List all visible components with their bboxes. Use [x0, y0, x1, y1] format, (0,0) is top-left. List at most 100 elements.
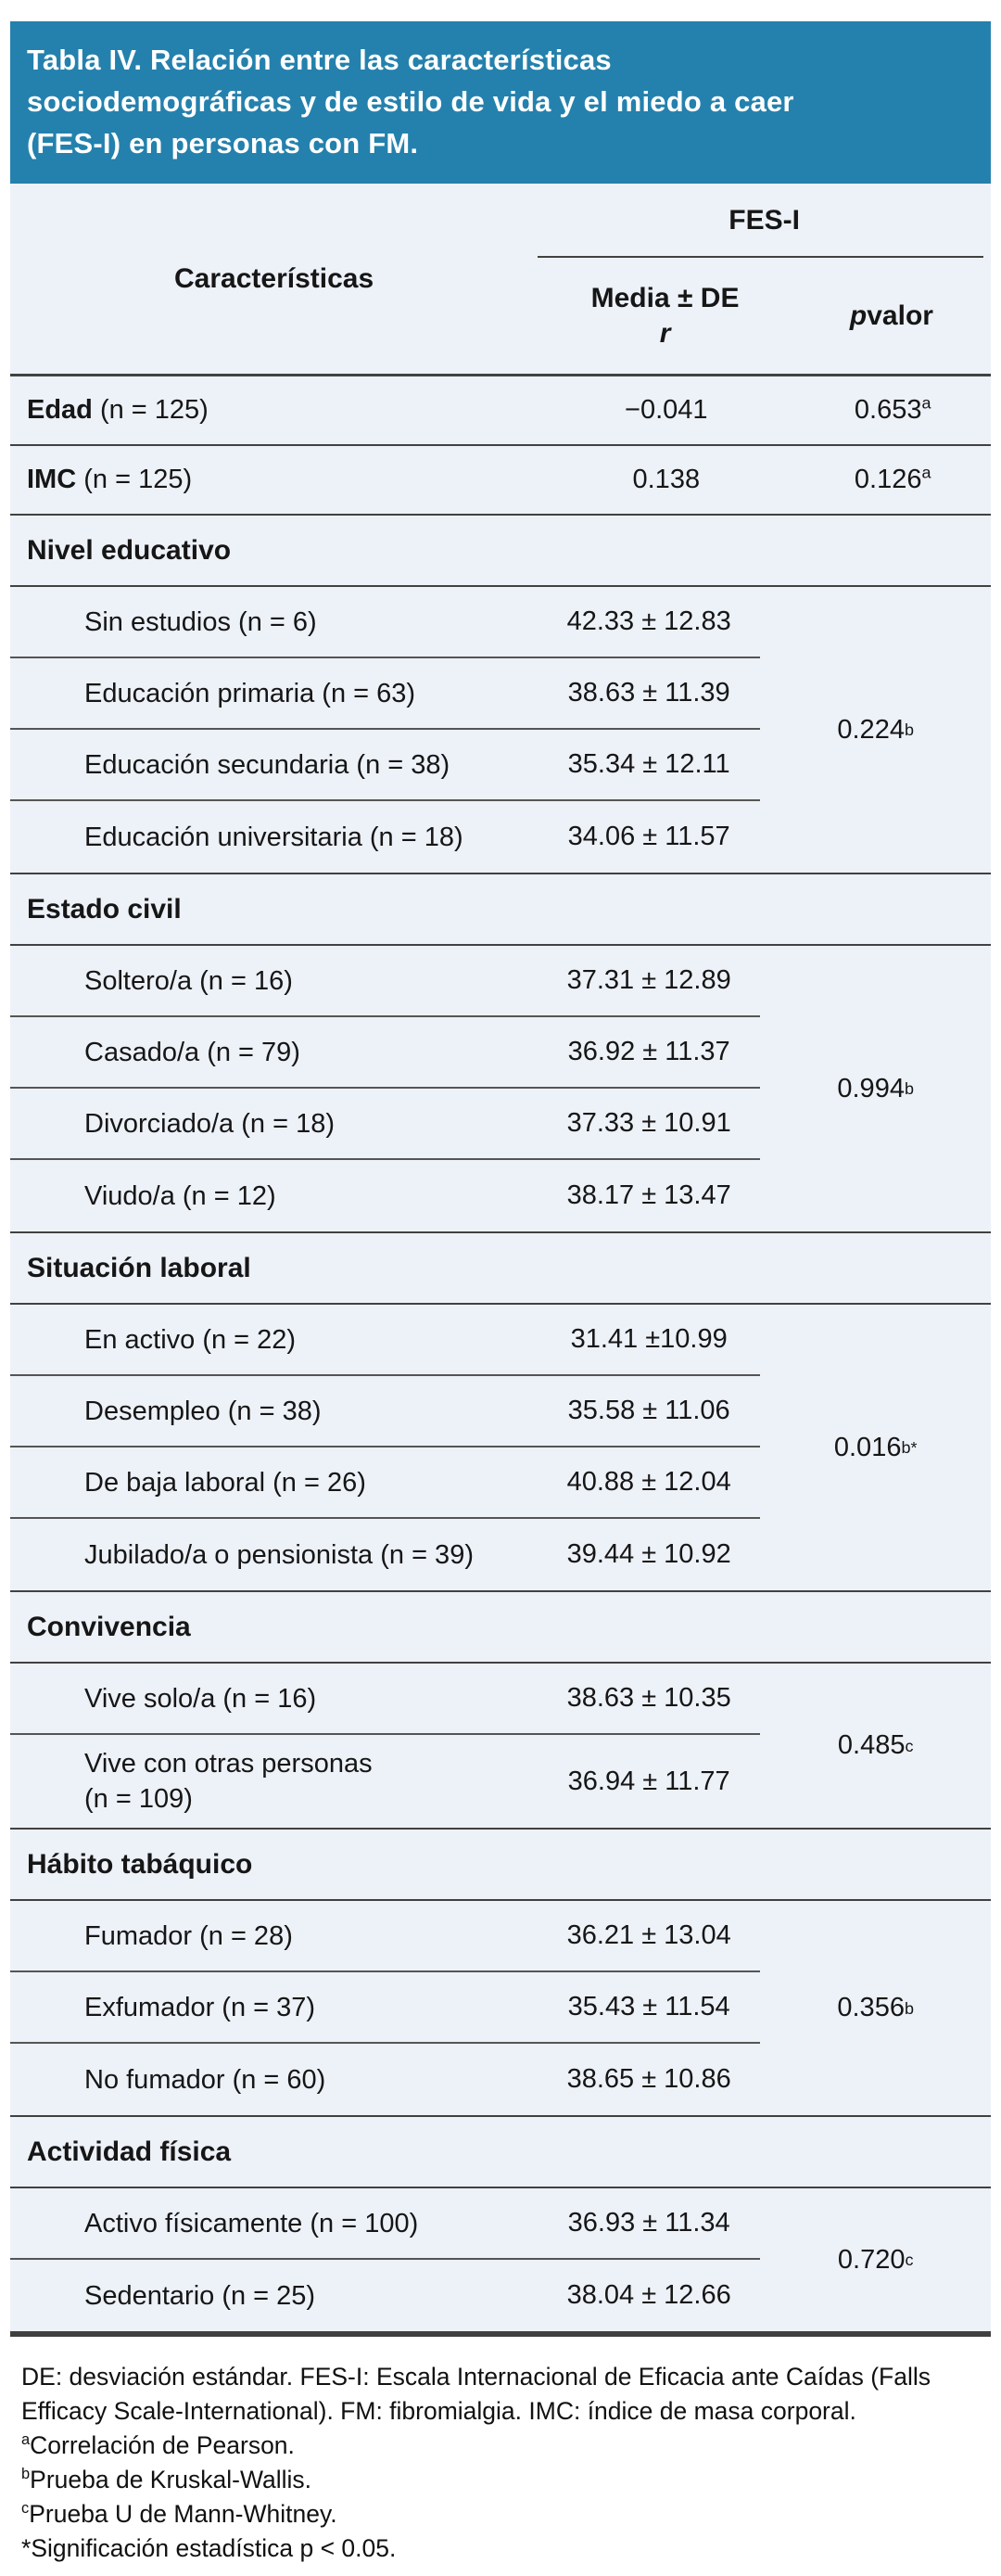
group-item-row: Educación secundaria (n = 38) 35.34 ± 12.…	[10, 730, 761, 801]
group-item-row: Activo físicamente (n = 100) 36.93 ± 11.3…	[10, 2188, 761, 2260]
row-value: 0.138	[632, 465, 701, 494]
item-value: 36.94 ± 11.77	[567, 1766, 730, 1796]
table-title: Tabla IV. Relación entre las característ…	[10, 21, 991, 184]
item-label: Divorciado/a (n = 18)	[84, 1108, 335, 1139]
item-value: 36.21 ± 13.04	[566, 1920, 731, 1950]
p-value-number: 0.016	[833, 1432, 902, 1462]
group-items: Soltero/a (n = 16) 37.31 ± 12.89 Casado/a …	[10, 946, 761, 1231]
item-label: En activo (n = 22)	[84, 1324, 297, 1355]
item-label: Soltero/a (n = 16)	[84, 965, 293, 996]
header-media-de-line1: Media ± DE	[590, 282, 740, 313]
group-row: En activo (n = 22) 31.41 ±10.99 Desempleo …	[10, 1305, 991, 1592]
item-value: 38.17 ± 13.47	[566, 1180, 731, 1210]
row-label-bold: IMC	[27, 465, 77, 494]
group-item-row: Viudo/a (n = 12) 38.17 ± 13.47	[10, 1160, 760, 1231]
header-p-rest: valor	[867, 300, 933, 331]
group-item-row: De baja laboral (n = 26) 40.88 ± 12.04	[10, 1447, 761, 1519]
item-label: Educación secundaria (n = 38)	[84, 749, 450, 780]
footnote-line: *Significación estadística p < 0.05.	[21, 2531, 991, 2566]
header-p-italic: p	[849, 300, 868, 331]
group-item-row: Exfumador (n = 37) 35.43 ± 11.54	[10, 1972, 761, 2044]
group-item-row: Sin estudios (n = 6) 42.33 ± 12.83	[10, 587, 761, 658]
group-items: En activo (n = 22) 31.41 ±10.99 Desempleo …	[10, 1305, 761, 1590]
row-value: −0.041	[625, 395, 708, 425]
item-label: Activo físicamente (n = 100)	[84, 2208, 419, 2238]
item-value: 34.06 ± 11.57	[567, 822, 730, 851]
group-p-value: 0.356 b	[837, 1993, 914, 2022]
item-label: Educación universitaria (n = 18)	[84, 822, 463, 852]
header-caracteristicas: Características	[174, 262, 374, 294]
item-value: 37.31 ± 12.89	[566, 965, 731, 995]
item-value: 35.58 ± 11.06	[567, 1396, 730, 1425]
item-value: 35.43 ± 11.54	[567, 1992, 730, 2021]
group-item-row: En activo (n = 22) 31.41 ±10.99	[10, 1305, 761, 1376]
footnote-text: *Significación estadística p < 0.05.	[21, 2534, 397, 2562]
item-value: 35.34 ± 12.11	[567, 749, 730, 779]
footnote-line: DE: desviación estándar. FES-I: Escala I…	[21, 2360, 991, 2394]
item-label: Jubilado/a o pensionista (n = 39)	[84, 1539, 474, 1570]
group-item-row: Educación primaria (n = 63) 38.63 ± 11.39	[10, 658, 761, 730]
group-p-value: 0.994 b	[837, 1073, 914, 1103]
p-value-number: 0.994	[837, 1073, 905, 1103]
p-value-number: 0.653	[854, 395, 922, 425]
group-p-value: 0.016 b*	[833, 1432, 918, 1462]
item-label: Desempleo (n = 38)	[84, 1396, 322, 1426]
footnote-line: aCorrelación de Pearson.	[21, 2429, 991, 2463]
group-item-row: Fumador (n = 28) 36.21 ± 13.04	[10, 1901, 761, 1972]
footnote-superscript: b	[21, 2466, 31, 2483]
item-value: 31.41 ±10.99	[570, 1324, 728, 1354]
p-value-number: 0.720	[837, 2244, 906, 2275]
section-header-row: Situación laboral	[10, 1233, 991, 1305]
group-item-row: Jubilado/a o pensionista (n = 39) 39.44 ±…	[10, 1519, 760, 1590]
item-label: De baja laboral (n = 26)	[84, 1467, 366, 1498]
group-item-row: Casado/a (n = 79) 36.92 ± 11.37	[10, 1017, 761, 1089]
group-p-value: 0.720 c	[837, 2244, 914, 2275]
group-row: Sin estudios (n = 6) 42.33 ± 12.83 Educaci…	[10, 587, 991, 874]
group-item-row: Educación universitaria (n = 18) 34.06 ± …	[10, 801, 760, 873]
group-row: Fumador (n = 28) 36.21 ± 13.04 Exfumador (…	[10, 1901, 991, 2117]
group-items: Activo físicamente (n = 100) 36.93 ± 11.3…	[10, 2188, 761, 2331]
p-value-number: 0.485	[837, 1730, 906, 1760]
footnote-line: cPrueba U de Mann-Whitney.	[21, 2497, 991, 2531]
item-value: 39.44 ± 10.92	[566, 1539, 731, 1569]
footnotes: DE: desviación estándar. FES-I: Escala I…	[10, 2360, 991, 2566]
header-subrow: Media ± DE r p valor	[538, 258, 991, 374]
group-item-row: Sedentario (n = 25) 38.04 ± 12.66	[10, 2260, 760, 2331]
table-body: Edad (n = 125) −0.041 0.653a IMC (n = 125) 0…	[10, 376, 991, 2333]
group-item-row: No fumador (n = 60) 38.65 ± 10.86	[10, 2044, 760, 2115]
group-item-row: Vive solo/a (n = 16) 38.63 ± 10.35	[10, 1664, 761, 1735]
item-value: 38.63 ± 10.35	[566, 1683, 731, 1713]
item-label: Vive solo/a (n = 16)	[84, 1683, 317, 1714]
header-r-label: r	[659, 317, 671, 349]
table-row: Edad (n = 125) −0.041 0.653a	[10, 376, 991, 446]
row-p-value: 0.653a	[794, 393, 991, 426]
footnote-superscript: a	[21, 2431, 31, 2449]
section-header-row: Actividad física	[10, 2117, 991, 2188]
section-header-row: Nivel educativo	[10, 516, 991, 587]
item-value: 40.88 ± 12.04	[566, 1467, 731, 1497]
group-p-value: 0.224 b	[837, 714, 914, 745]
footnote-superscript: c	[21, 2500, 30, 2518]
group-item-row: Divorciado/a (n = 18) 37.33 ± 10.91	[10, 1089, 761, 1160]
item-label: Sedentario (n = 25)	[84, 2280, 316, 2311]
item-label: Fumador (n = 28)	[84, 1920, 293, 1951]
header-p-valor: p valor	[792, 258, 991, 374]
p-value-superscript: a	[921, 393, 931, 413]
group-item-row: Soltero/a (n = 16) 37.31 ± 12.89	[10, 946, 761, 1017]
header-fesi-span: FES-I	[538, 184, 991, 258]
item-value: 38.65 ± 10.86	[566, 2064, 731, 2094]
group-items: Fumador (n = 28) 36.21 ± 13.04 Exfumador (…	[10, 1901, 761, 2115]
item-label: Sin estudios (n = 6)	[84, 606, 317, 637]
footnote-text: Prueba U de Mann-Whitney.	[29, 2500, 337, 2528]
item-value: 42.33 ± 12.83	[566, 606, 731, 636]
footnote-text: DE: desviación estándar. FES-I: Escala I…	[21, 2363, 931, 2391]
section-header-row: Convivencia	[10, 1592, 991, 1664]
item-label: Casado/a (n = 79)	[84, 1037, 300, 1067]
footnote-line: bPrueba de Kruskal-Wallis.	[21, 2463, 991, 2497]
table-card: Tabla IV. Relación entre las característ…	[10, 21, 991, 2337]
item-label: No fumador (n = 60)	[84, 2064, 326, 2095]
item-value: 38.04 ± 12.66	[566, 2280, 731, 2310]
row-label-rest: (n = 125)	[76, 465, 193, 494]
p-value-number: 0.224	[837, 714, 905, 745]
